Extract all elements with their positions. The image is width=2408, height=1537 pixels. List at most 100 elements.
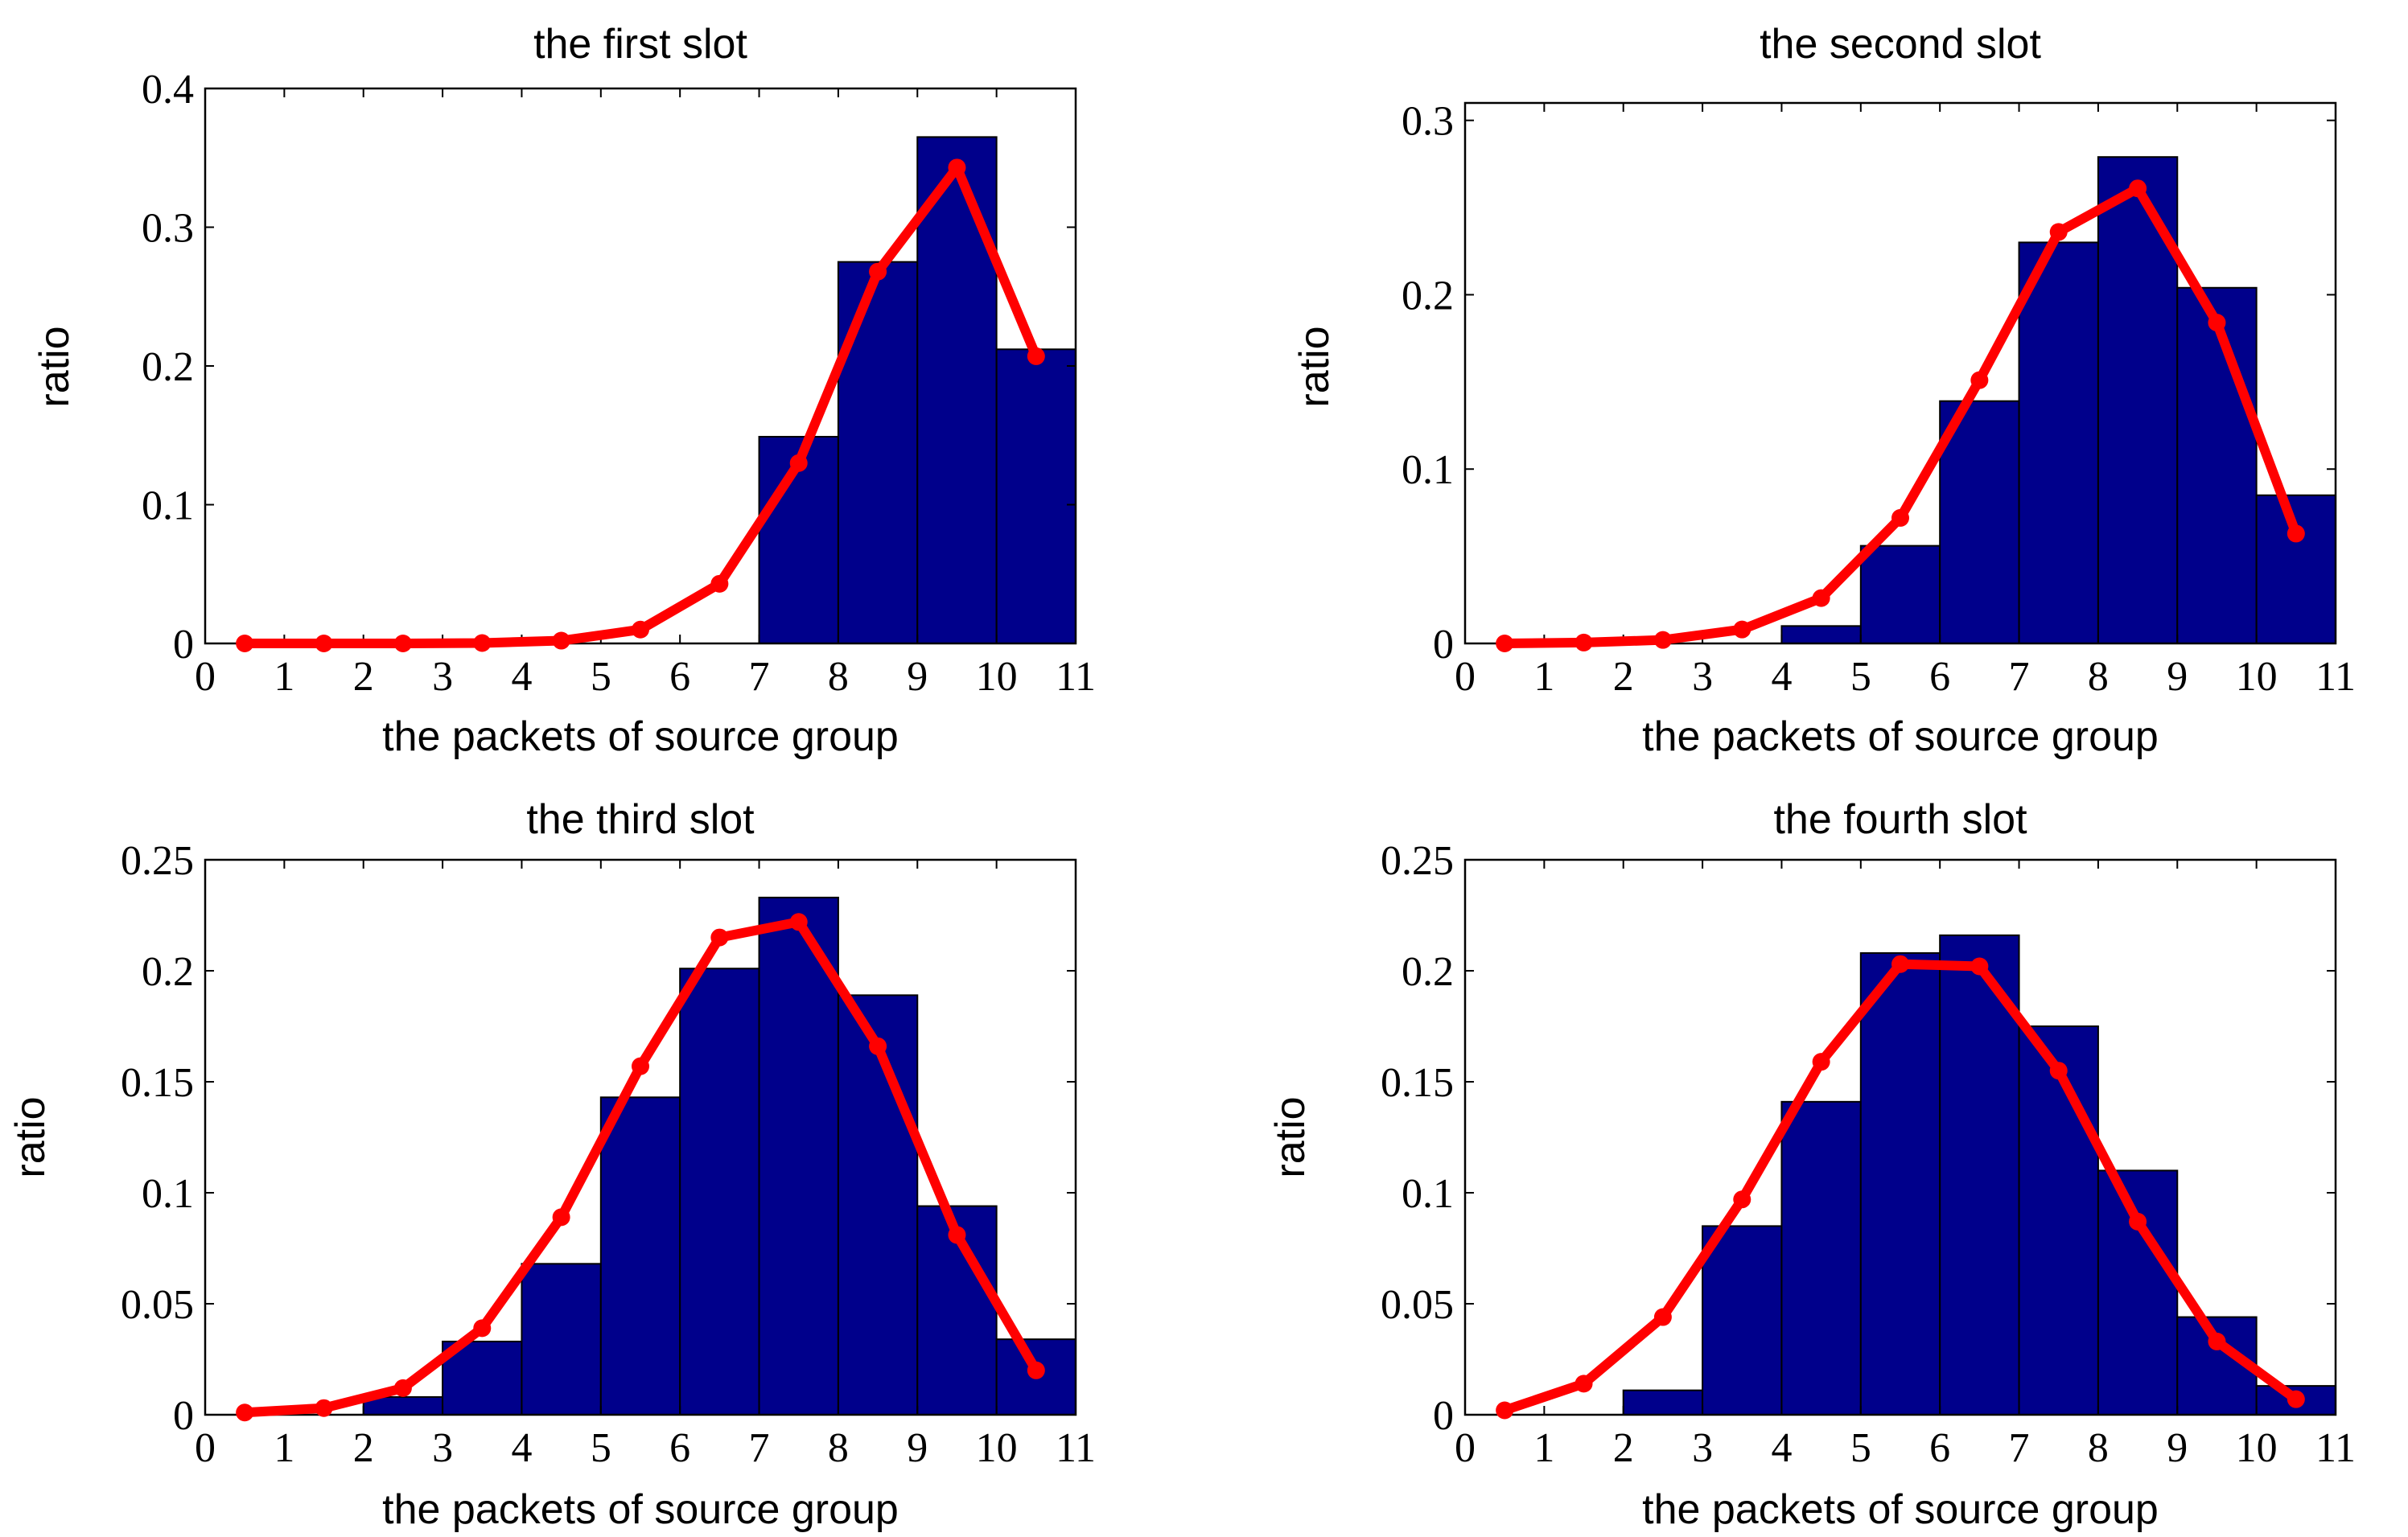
- x-tick-label: 9: [2167, 1425, 2188, 1471]
- fit-line-marker: [1812, 1053, 1830, 1071]
- y-tick-label: 0.3: [142, 206, 194, 252]
- fit-line-marker: [2287, 524, 2305, 543]
- y-axis-label: ratio: [7, 1096, 54, 1177]
- histogram-bar: [2255, 494, 2336, 645]
- x-tick-label: 4: [1771, 1425, 1792, 1471]
- x-tick-label: 4: [1771, 654, 1792, 700]
- x-tick-label: 7: [749, 654, 770, 700]
- y-tick-label: 0.2: [142, 949, 194, 995]
- fit-line-marker: [552, 631, 570, 650]
- histogram-bar: [837, 994, 919, 1416]
- x-tick-label: 7: [2009, 1425, 2030, 1471]
- fit-line-marker: [632, 1057, 649, 1075]
- x-tick-label: 4: [511, 1425, 532, 1471]
- y-tick-label: 0.25: [1381, 838, 1454, 884]
- histogram-bar: [1939, 400, 2020, 644]
- x-tick-label: 0: [195, 1425, 216, 1471]
- fit-line-marker: [1574, 1375, 1593, 1393]
- y-axis-label: ratio: [1291, 326, 1338, 407]
- fit-line-marker: [1653, 631, 1672, 649]
- chart-panel-fourth-slot: the fourth slot the packets of source gr…: [1267, 796, 2356, 1533]
- fit-line-marker: [473, 634, 492, 652]
- fit-line-marker: [315, 635, 333, 652]
- x-tick-label: 3: [1692, 654, 1713, 700]
- fit-line-marker: [1496, 1401, 1514, 1420]
- y-tick-label: 0.1: [142, 483, 194, 529]
- chart-panel-first-slot: the first slot the packets of source gro…: [31, 21, 1096, 760]
- x-axis-label: the packets of source group: [382, 713, 899, 760]
- axes-frame: [1463, 858, 2337, 1416]
- y-tick-label: 0.2: [142, 344, 194, 390]
- fit-line-marker: [1891, 508, 1909, 527]
- chart-title: the third slot: [526, 796, 755, 843]
- fit-line-marker: [236, 1403, 254, 1422]
- x-tick-label: 0: [1455, 1425, 1476, 1471]
- x-tick-label: 9: [907, 1425, 928, 1471]
- histogram-bar: [2097, 1169, 2179, 1416]
- fit-line-marker: [1970, 957, 1989, 976]
- chart-panel-third-slot: the third slot the packets of source gro…: [7, 796, 1096, 1533]
- x-tick-label: 1: [1533, 1425, 1554, 1471]
- y-tick-label: 0.2: [1402, 273, 1454, 318]
- x-tick-label: 11: [2315, 1425, 2356, 1471]
- axes-frame: [204, 858, 1077, 1416]
- x-tick-label: 5: [1850, 654, 1871, 700]
- x-tick-label: 6: [1929, 1425, 1950, 1471]
- fit-line-marker: [869, 1037, 887, 1055]
- x-tick-label: 8: [828, 1425, 849, 1471]
- axes-frame: [1463, 101, 2337, 645]
- y-tick-label: 0: [173, 1393, 194, 1439]
- fit-line-marker: [1027, 347, 1045, 365]
- x-axis-label: the packets of source group: [1642, 713, 2159, 760]
- x-axis-label: the packets of source group: [382, 1486, 899, 1533]
- fit-line-marker: [1496, 635, 1514, 652]
- histogram-bar: [2018, 241, 2099, 645]
- histogram-bar: [521, 1263, 602, 1416]
- fit-line-marker: [1812, 589, 1830, 607]
- fit-line-marker: [869, 262, 887, 281]
- fit-line-marker: [1574, 633, 1593, 651]
- fit-line-marker: [1027, 1361, 1045, 1379]
- fit-line-marker: [236, 635, 254, 652]
- histogram-bar: [679, 968, 760, 1416]
- histogram-bar: [1859, 545, 1941, 644]
- chart-title: the fourth slot: [1773, 796, 2027, 843]
- x-tick-label: 3: [432, 1425, 453, 1471]
- x-tick-label: 8: [828, 654, 849, 700]
- fit-line-marker: [393, 635, 412, 652]
- fit-line-marker: [1733, 1190, 1751, 1209]
- histogram-bar: [2176, 286, 2258, 644]
- fit-line-marker: [1653, 1308, 1672, 1326]
- x-tick-label: 11: [1056, 1425, 1096, 1471]
- fit-line-marker: [789, 913, 808, 931]
- fit-line-marker: [2129, 1212, 2147, 1231]
- fit-line-marker: [2208, 314, 2226, 332]
- x-tick-label: 0: [1455, 654, 1476, 700]
- fit-line-marker: [948, 158, 966, 177]
- x-axis-label: the packets of source group: [1642, 1486, 2159, 1533]
- fit-line-marker: [2049, 223, 2068, 241]
- x-tick-label: 9: [2167, 654, 2188, 700]
- y-tick-label: 0: [1433, 1393, 1454, 1439]
- x-tick-label: 2: [353, 1425, 374, 1471]
- y-tick-label: 0.05: [1381, 1282, 1454, 1328]
- histogram-bar: [916, 136, 998, 644]
- histogram-bar: [837, 261, 919, 644]
- histogram-bar: [1859, 951, 1941, 1416]
- fit-line-marker: [1970, 371, 1989, 389]
- histogram-bar: [1702, 1225, 1783, 1416]
- x-tick-label: 1: [274, 1425, 294, 1471]
- y-tick-label: 0.1: [1402, 447, 1454, 493]
- y-tick-label: 0.2: [1402, 949, 1454, 995]
- fit-line-marker: [710, 574, 729, 593]
- x-tick-label: 6: [669, 654, 690, 700]
- x-tick-label: 11: [1056, 654, 1096, 700]
- x-tick-label: 4: [511, 654, 532, 700]
- y-tick-label: 0.05: [121, 1282, 194, 1328]
- histogram-bar: [758, 896, 839, 1416]
- x-tick-label: 2: [353, 654, 374, 700]
- histogram-bar: [599, 1096, 681, 1416]
- fit-line-marker: [552, 1208, 570, 1227]
- x-tick-label: 5: [591, 654, 611, 700]
